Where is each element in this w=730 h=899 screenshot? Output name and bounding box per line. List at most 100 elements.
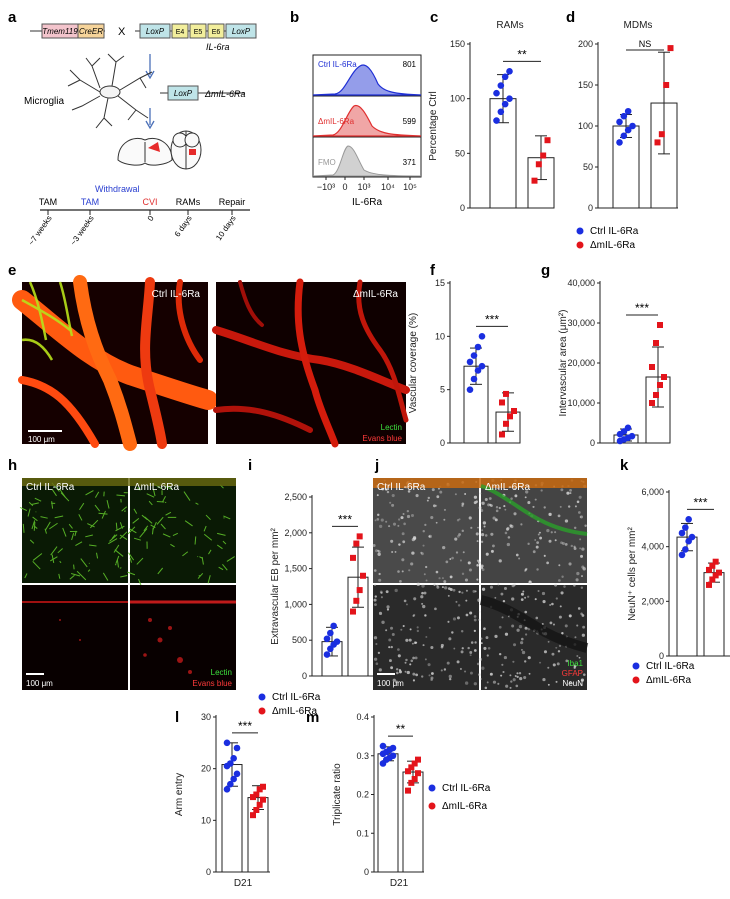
neun-cell-dot (559, 505, 562, 508)
neun-cell-dot (377, 552, 381, 556)
lectin-vessel-segment (89, 544, 97, 547)
neun-cell-dot (478, 673, 481, 676)
neun-cell-dot (520, 523, 523, 526)
img-e-stain-lectin: Lectin (381, 423, 402, 432)
legend-d: Ctrl IL-6Ra ΔmIL-6Ra (576, 226, 639, 251)
label-deleted-allele: ΔmIL-6Ra (204, 89, 246, 99)
lectin-vessel-segment (115, 522, 118, 531)
point-ko-m (415, 756, 421, 763)
timeline-minus7w: ~7 weeks (27, 214, 54, 247)
neun-cell-dot (426, 499, 429, 502)
neun-cell-dot (424, 614, 427, 617)
neun-cell-dot (527, 595, 530, 598)
lectin-vessel-segment (172, 532, 179, 537)
neun-cell-dot (518, 672, 522, 675)
neun-cell-dot (473, 495, 478, 499)
point-ctrl-d (620, 132, 628, 140)
point-ko-m (408, 779, 415, 786)
neun-cell-dot (416, 629, 420, 633)
lectin-vessel-segment (136, 557, 144, 565)
y-tick-label-c: 150 (450, 39, 465, 49)
neun-cell-dot (374, 595, 377, 598)
neun-cell-dot (440, 669, 443, 672)
lectin-vessel-segment (94, 491, 100, 498)
neun-cell-dot (441, 577, 444, 580)
neun-cell-dot (547, 683, 550, 686)
lectin-vessel-segment (133, 508, 138, 514)
neun-cell-dot (377, 549, 380, 552)
neun-cell-dot (484, 686, 488, 690)
neun-cell-dot (375, 642, 378, 646)
neun-cell-dot (402, 624, 405, 628)
neun-cell-dot (537, 590, 540, 593)
lectin-vessel-segment (121, 506, 128, 512)
neun-cell-dot (579, 547, 582, 550)
neun-cell-dot (502, 670, 505, 674)
point-ctrl-l (227, 780, 234, 788)
hist-value-ctrl: 801 (403, 60, 417, 69)
y-tick-label-m: 0 (364, 867, 369, 877)
y-tick-label-l: 30 (201, 712, 211, 722)
neun-cell-dot (412, 614, 415, 617)
lectin-vessel-segment (44, 528, 47, 534)
lectin-vessel-segment (114, 549, 124, 557)
img-h-label-right: ΔmIL-6Ra (134, 482, 179, 493)
neun-cell-dot (470, 671, 473, 675)
neun-cell-dot (509, 686, 512, 689)
lectin-vessel-segment (31, 520, 36, 530)
point-ctrl-i (333, 638, 341, 645)
significance-label-i: *** (338, 512, 352, 526)
hist-label-ko: ΔmIL-6Ra (318, 117, 355, 126)
neun-cell-dot (443, 508, 447, 511)
neun-cell-dot (476, 564, 479, 567)
lectin-vessel-segment (24, 573, 28, 579)
lectin-vessel-segment (22, 523, 25, 533)
neun-cell-dot (421, 591, 424, 595)
neun-cell-dot (465, 599, 468, 602)
neun-cell-dot (513, 643, 517, 647)
neun-cell-dot (455, 551, 459, 554)
y-tick-label-f: 10 (435, 331, 445, 341)
legend-i: Ctrl IL-6Ra ΔmIL-6Ra (258, 692, 321, 717)
neun-cell-dot (504, 531, 508, 535)
neun-cell-dot (552, 663, 556, 667)
neun-cell-dot (430, 515, 434, 520)
neun-cell-dot (464, 670, 467, 673)
neun-cell-dot (492, 544, 495, 548)
point-ko-l (253, 807, 260, 813)
neun-cell-dot (452, 588, 456, 592)
point-ctrl-d (629, 122, 636, 130)
x-axis-label-m: D21 (390, 878, 409, 889)
neun-cell-dot (515, 684, 519, 688)
neun-cell-dot (372, 544, 376, 547)
point-ctrl-k (685, 516, 692, 523)
neun-cell-dot (502, 599, 506, 603)
neun-cell-dot (497, 682, 500, 685)
chart-c: 0 50 100 150 Percentage Ctrl RAMs ** (428, 20, 555, 213)
neun-cell-dot (524, 610, 528, 614)
neun-cell-dot (404, 670, 407, 673)
neun-cell-dot (441, 586, 444, 589)
lectin-vessel-segment (51, 554, 55, 564)
neun-cell-dot (386, 490, 390, 494)
neun-cell-dot (500, 674, 503, 677)
neun-cell-dot (465, 613, 469, 617)
point-ko-d (654, 139, 661, 146)
chart-title-c: RAMs (496, 20, 523, 31)
neun-cell-dot (569, 489, 572, 492)
panel-j-images: Ctrl IL-6Ra ΔmIL-6Ra 100 μm Iba1 GFAP Ne… (372, 478, 589, 690)
loxp-right: LoxP (232, 27, 251, 36)
neun-cell-dot (425, 635, 428, 638)
neun-cell-dot (416, 582, 420, 586)
neun-cell-dot (528, 672, 531, 675)
neun-cell-dot (400, 628, 403, 631)
point-ko-i (353, 540, 360, 547)
point-ctrl-f (466, 386, 474, 393)
lectin-vessel-segment (73, 564, 75, 570)
neun-cell-dot (494, 518, 498, 522)
point-ko-g (657, 382, 663, 388)
neun-cell-dot (423, 591, 427, 595)
point-ctrl-k (678, 529, 686, 537)
neun-cell-dot (438, 577, 441, 580)
neun-cell-dot (570, 544, 573, 548)
